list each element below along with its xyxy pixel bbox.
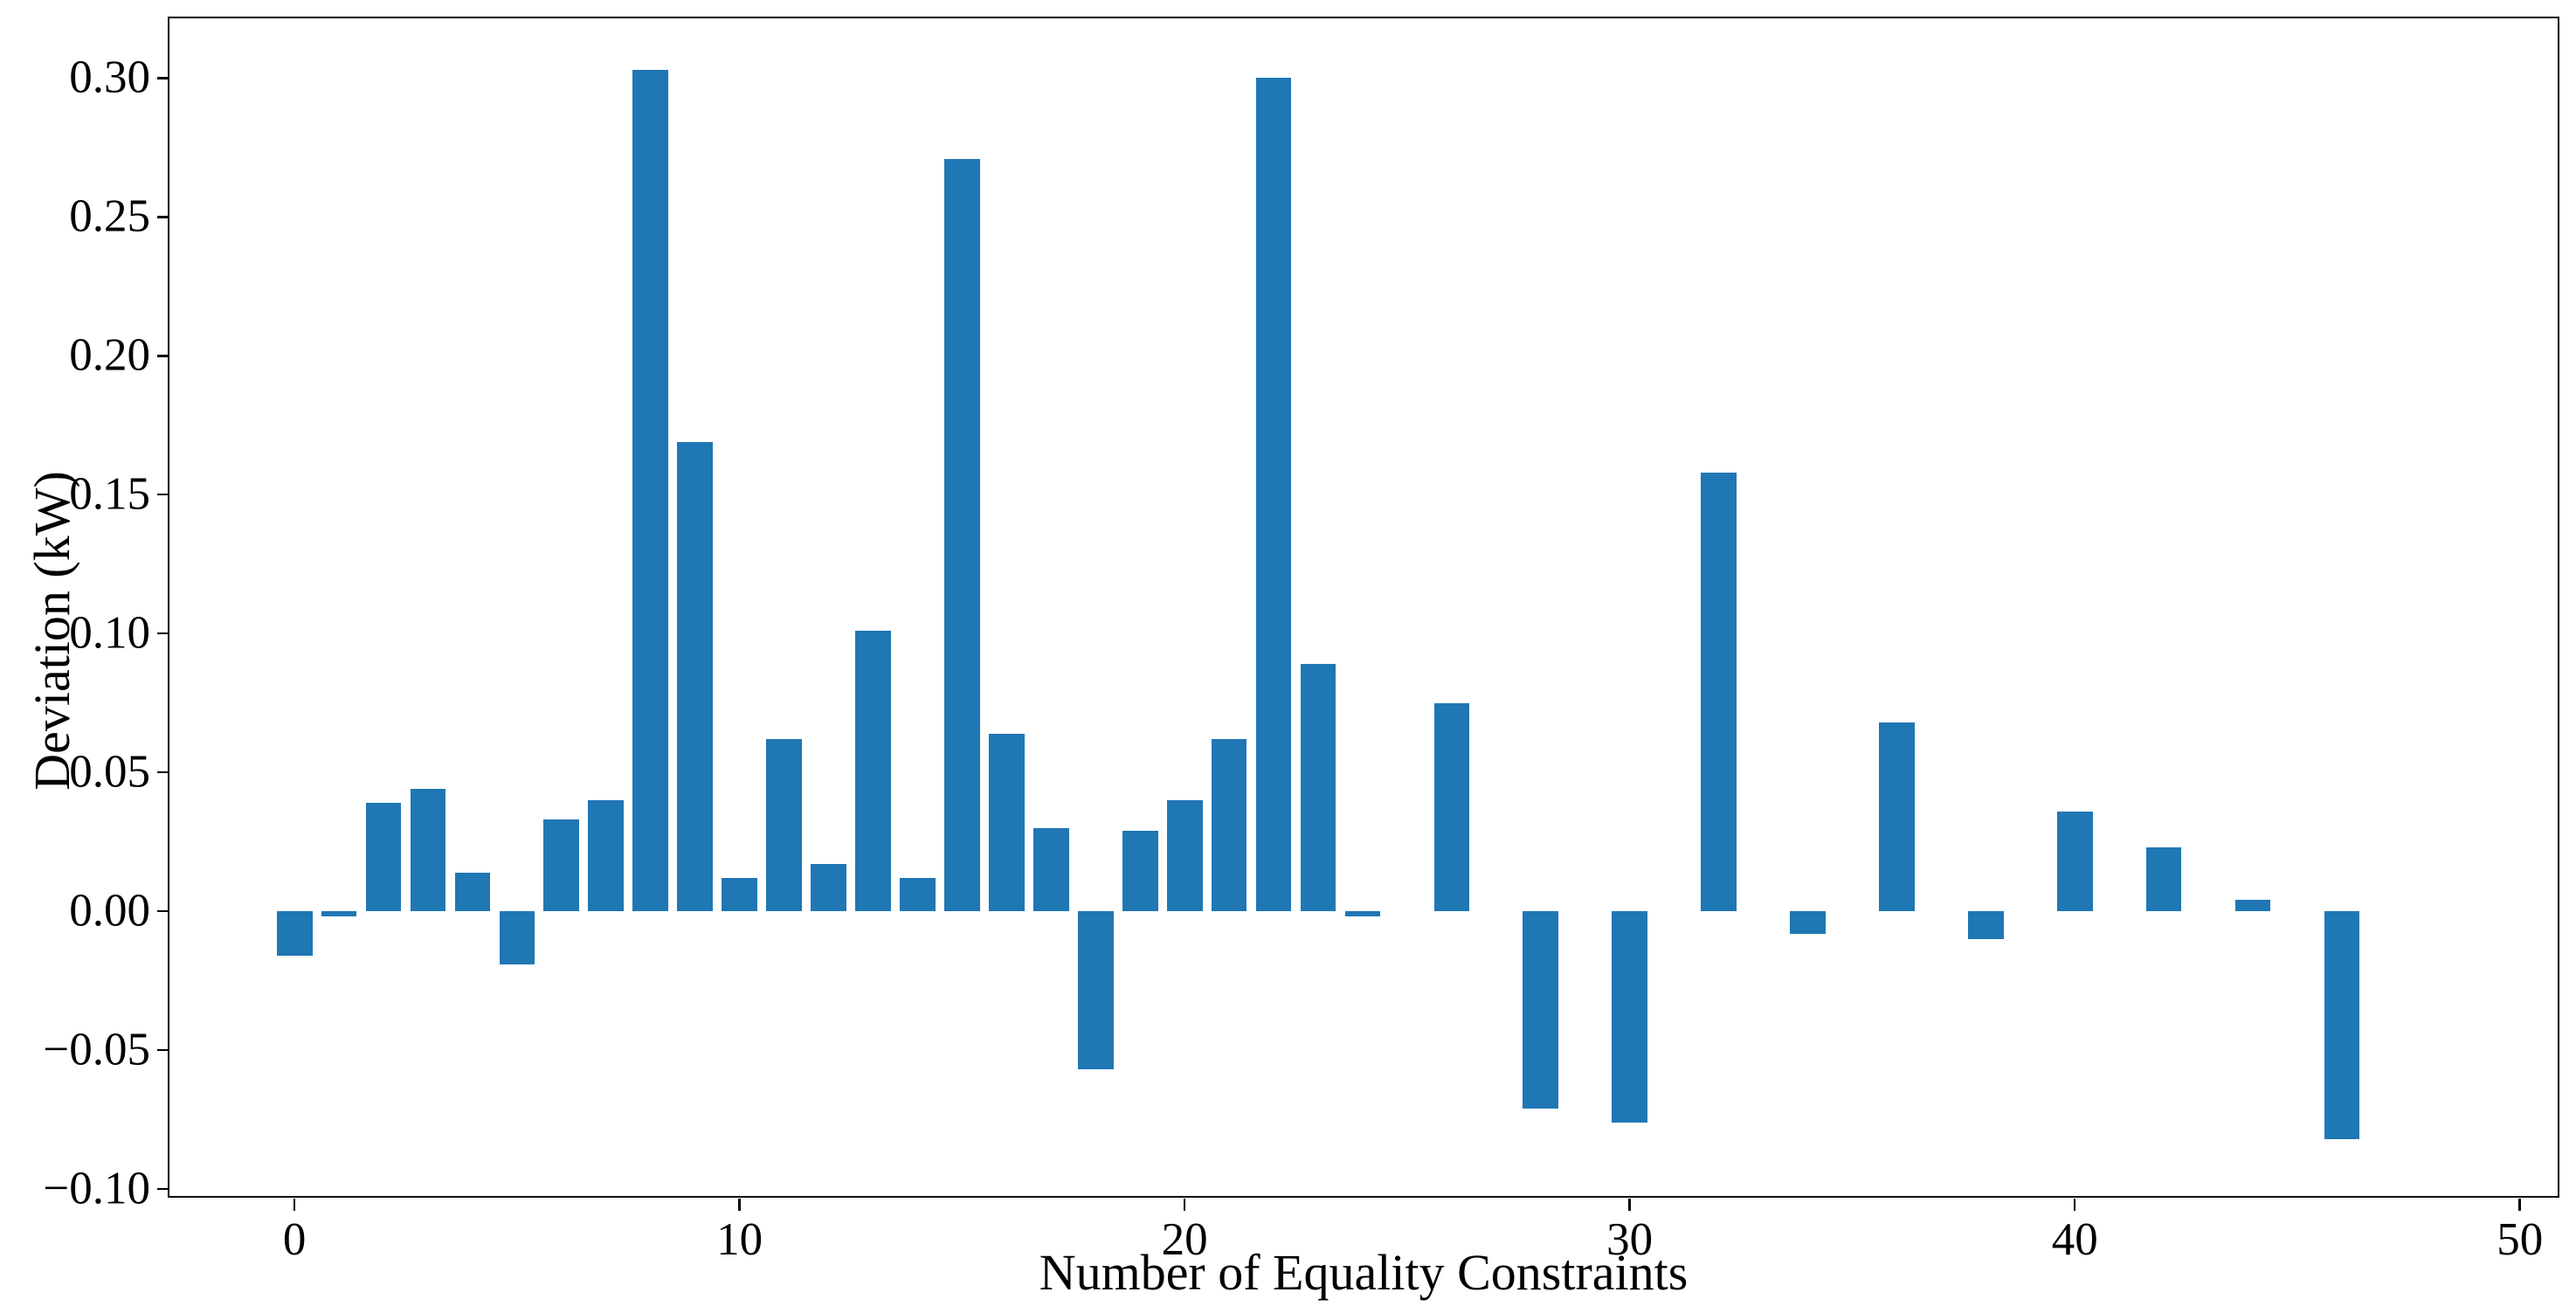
bar xyxy=(722,877,758,912)
x-tick-mark xyxy=(2073,1198,2076,1211)
bar xyxy=(1344,911,1381,917)
bar xyxy=(1790,911,1826,934)
bar xyxy=(2234,900,2271,912)
bar xyxy=(1300,664,1336,912)
y-axis-label: Deviation (kW) xyxy=(24,471,80,791)
x-tick-label: 10 xyxy=(716,1214,763,1265)
bar xyxy=(988,733,1025,912)
y-tick-mark xyxy=(157,1048,169,1052)
bar xyxy=(454,872,491,912)
y-tick-label: 0.20 xyxy=(69,329,150,381)
bar xyxy=(365,803,402,912)
y-tick-mark xyxy=(157,909,169,913)
bar xyxy=(1879,722,1915,912)
bar xyxy=(276,911,313,956)
y-tick-label: 0.25 xyxy=(69,190,150,242)
x-tick-label: 0 xyxy=(282,1214,307,1265)
bar xyxy=(1523,911,1559,1109)
y-tick-label: 0.15 xyxy=(69,468,150,520)
bar xyxy=(499,911,535,964)
bar xyxy=(2056,811,2093,912)
y-tick-label: 0.05 xyxy=(69,746,150,798)
x-tick-label: 20 xyxy=(1161,1214,1208,1265)
bar xyxy=(588,799,625,912)
y-tick-label: −0.10 xyxy=(43,1163,150,1214)
bar xyxy=(2145,847,2182,912)
x-axis-label: Number of Equality Constraints xyxy=(1039,1244,1689,1301)
x-tick-mark xyxy=(738,1198,741,1211)
bar xyxy=(2324,911,2360,1139)
bar xyxy=(543,819,580,912)
bar xyxy=(321,911,357,917)
y-tick-mark xyxy=(157,216,169,218)
x-tick-label: 40 xyxy=(2051,1214,2098,1265)
bar xyxy=(855,631,891,912)
bar xyxy=(677,441,714,912)
bar xyxy=(1077,911,1114,1070)
bar xyxy=(944,158,980,912)
x-tick-mark xyxy=(1628,1198,1631,1211)
y-tick-label: 0.10 xyxy=(69,607,150,659)
bar xyxy=(1701,472,1737,912)
bar xyxy=(900,877,936,912)
x-tick-mark xyxy=(2518,1198,2521,1211)
y-tick-mark xyxy=(157,493,169,496)
bar xyxy=(811,864,846,912)
bar xyxy=(1255,78,1292,912)
bar xyxy=(1166,799,1203,912)
y-tick-label: 0.30 xyxy=(69,52,150,103)
y-tick-label: 0.00 xyxy=(69,885,150,936)
bar xyxy=(1032,827,1069,912)
y-tick-mark xyxy=(157,771,169,774)
y-tick-label: −0.05 xyxy=(43,1024,150,1075)
x-tick-label: 50 xyxy=(2497,1214,2544,1265)
x-tick-mark xyxy=(1183,1198,1186,1211)
x-tick-mark xyxy=(293,1198,296,1211)
bar xyxy=(1211,739,1247,912)
y-tick-mark xyxy=(157,355,169,357)
plot-area xyxy=(168,17,2559,1198)
y-tick-mark xyxy=(157,632,169,635)
y-tick-mark xyxy=(157,1187,169,1191)
y-tick-mark xyxy=(157,77,169,79)
bar xyxy=(1612,911,1648,1123)
bar xyxy=(766,739,802,912)
bar xyxy=(1433,702,1470,912)
bar xyxy=(410,789,446,912)
x-tick-label: 30 xyxy=(1606,1214,1654,1265)
bar xyxy=(632,69,669,912)
bar xyxy=(1122,830,1158,912)
bar xyxy=(1967,911,2004,939)
